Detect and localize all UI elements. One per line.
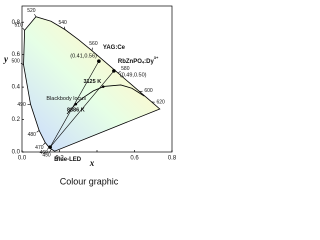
- locus-tick: [49, 148, 52, 152]
- point-label: Blue-LED: [54, 157, 82, 163]
- temperature-point: [101, 85, 105, 88]
- coord-label: (0.49,0.50): [120, 72, 147, 78]
- point: [97, 59, 101, 63]
- locus-tick: [63, 26, 66, 30]
- tie-line: [49, 61, 100, 148]
- locus-tick: [91, 47, 93, 51]
- x-tick-label: 0.0: [18, 156, 27, 162]
- label-part: Blue-LED: [54, 157, 82, 163]
- blackbody-label: Blackbody locus: [46, 96, 86, 102]
- wavelength-label: 600: [144, 88, 153, 94]
- locus-tick: [22, 27, 25, 31]
- point: [112, 69, 116, 73]
- y-axis-label: y: [3, 54, 9, 64]
- y-tick-label: 0.8: [12, 20, 21, 26]
- wavelength-label: 540: [59, 20, 68, 26]
- temperature-label: 8886 K: [67, 108, 85, 114]
- page: {"chart_data": {"type": "scatter", "xlab…: [0, 0, 178, 189]
- locus-tick: [34, 13, 37, 17]
- label-part: YAG:Ce: [103, 45, 126, 51]
- wavelength-label: 470: [35, 145, 44, 151]
- wavelength-label: 510: [15, 22, 24, 28]
- point: [48, 145, 52, 149]
- label-part: 4: [142, 59, 145, 64]
- temperature-label: 3125 K: [83, 79, 101, 85]
- locus-tick: [20, 62, 24, 65]
- coord-label: (0.41,0.56): [70, 54, 97, 60]
- label-part: :Dy: [144, 58, 154, 64]
- wavelength-label: 560: [89, 41, 98, 47]
- x-tick-label: 0.2: [55, 156, 64, 162]
- wavelength-label: 620: [156, 100, 165, 106]
- temperature-point: [74, 102, 78, 106]
- y-tick-label: 0.6: [12, 52, 21, 58]
- y-tick-label: 0.2: [12, 117, 21, 123]
- locus-tick: [43, 142, 46, 146]
- y-tick-label: 0.4: [12, 85, 21, 91]
- point-label: RbZnPO4:Dy3+: [118, 55, 159, 65]
- label-part: RbZnPO: [118, 58, 142, 64]
- wavelength-label: 520: [27, 8, 36, 14]
- spectral-locus: [23, 16, 161, 152]
- x-tick-label: 0.6: [130, 156, 139, 162]
- x-tick-label: 0.8: [168, 156, 177, 162]
- y-tick-label: 0.0: [12, 150, 21, 156]
- locus-tick: [117, 71, 121, 74]
- wavelength-label: 500: [12, 59, 21, 65]
- wavelength-label: 490: [17, 102, 26, 108]
- wavelength-label: 580: [121, 66, 130, 72]
- wavelength-label: 450: [42, 152, 51, 158]
- locus-tick: [36, 130, 40, 133]
- label-part: 3+: [154, 55, 159, 60]
- tie-line: [49, 70, 115, 148]
- wavelength-label: 480: [28, 132, 37, 138]
- x-axis-label: x: [89, 158, 95, 168]
- caption: Colour graphic: [60, 176, 119, 186]
- chart: x y Colour graphic 0.0 0.2 0.6 0.8 0.0 0.2 0.4…: [3, 5, 177, 186]
- point-label: YAG:Ce: [103, 45, 126, 51]
- wavelength-label: 460: [40, 150, 49, 156]
